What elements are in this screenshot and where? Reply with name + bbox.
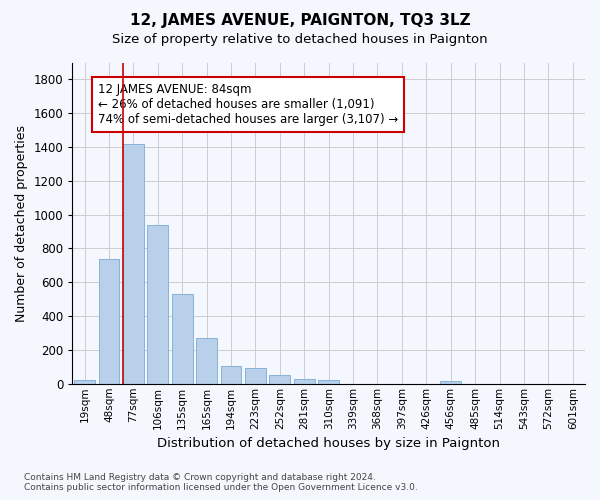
Bar <box>221 366 241 384</box>
Bar <box>440 381 461 384</box>
Text: 12 JAMES AVENUE: 84sqm
← 26% of detached houses are smaller (1,091)
74% of semi-: 12 JAMES AVENUE: 84sqm ← 26% of detached… <box>98 84 398 126</box>
Bar <box>98 258 119 384</box>
Text: 12, JAMES AVENUE, PAIGNTON, TQ3 3LZ: 12, JAMES AVENUE, PAIGNTON, TQ3 3LZ <box>130 12 470 28</box>
Y-axis label: Number of detached properties: Number of detached properties <box>15 124 28 322</box>
Bar <box>294 379 314 384</box>
Bar <box>74 380 95 384</box>
Bar <box>269 376 290 384</box>
Bar <box>123 144 144 384</box>
Bar <box>172 294 193 384</box>
Text: Size of property relative to detached houses in Paignton: Size of property relative to detached ho… <box>112 32 488 46</box>
Bar <box>318 380 339 384</box>
X-axis label: Distribution of detached houses by size in Paignton: Distribution of detached houses by size … <box>157 437 500 450</box>
Text: Contains HM Land Registry data © Crown copyright and database right 2024.
Contai: Contains HM Land Registry data © Crown c… <box>24 473 418 492</box>
Bar <box>148 225 168 384</box>
Bar <box>196 338 217 384</box>
Bar <box>245 368 266 384</box>
